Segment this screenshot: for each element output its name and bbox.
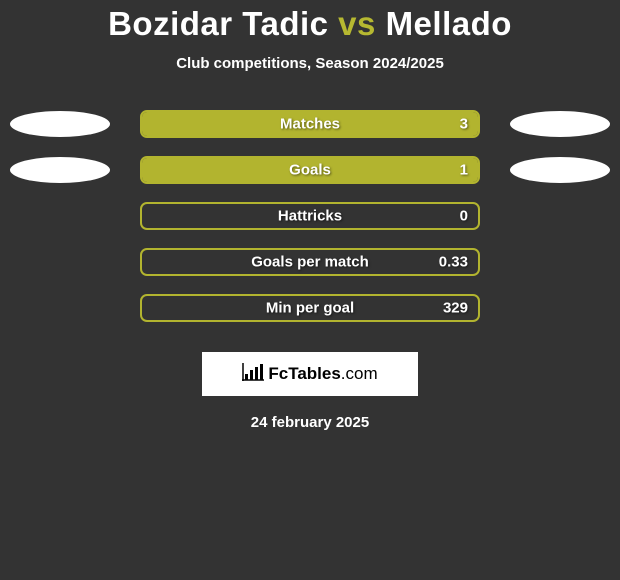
right-ellipse (510, 111, 610, 137)
stat-value: 0.33 (439, 254, 468, 271)
left-ellipse (10, 157, 110, 183)
right-ellipse (510, 157, 610, 183)
left-ellipse (10, 111, 110, 137)
stat-label: Hattricks (278, 208, 342, 225)
brand-part2: Tables (288, 364, 341, 383)
date-label: 24 february 2025 (0, 414, 620, 431)
stat-row: Goals per match 0.33 (0, 248, 620, 276)
subtitle: Club competitions, Season 2024/2025 (0, 55, 620, 72)
stat-value: 0 (460, 208, 468, 225)
title-player1: Bozidar Tadic (108, 5, 328, 42)
stat-row: Hattricks 0 (0, 202, 620, 230)
brand-box[interactable]: FcTables.com (202, 352, 418, 396)
stats-rows: Matches 3 Goals 1 Hattricks 0 Goals per match 0… (0, 110, 620, 322)
page-title: Bozidar Tadic vs Mellado (0, 5, 620, 43)
stat-label: Matches (280, 116, 340, 133)
title-vs: vs (338, 5, 376, 42)
bar-chart-icon (242, 363, 264, 386)
brand-part1: Fc (268, 364, 288, 383)
title-player2: Mellado (386, 5, 512, 42)
infographic-container: Bozidar Tadic vs Mellado Club competitio… (0, 0, 620, 431)
stat-label: Goals (289, 162, 331, 179)
stat-bar: Min per goal 329 (140, 294, 480, 322)
stat-row: Min per goal 329 (0, 294, 620, 322)
stat-value: 3 (460, 116, 468, 133)
stat-value: 329 (443, 300, 468, 317)
stat-bar: Goals 1 (140, 156, 480, 184)
brand-suffix: .com (341, 364, 378, 383)
stat-value: 1 (460, 162, 468, 179)
stat-label: Min per goal (266, 300, 354, 317)
stat-bar: Goals per match 0.33 (140, 248, 480, 276)
brand-text: FcTables.com (242, 363, 377, 386)
stat-bar: Matches 3 (140, 110, 480, 138)
stat-bar: Hattricks 0 (140, 202, 480, 230)
stat-row: Matches 3 (0, 110, 620, 138)
stat-row: Goals 1 (0, 156, 620, 184)
stat-label: Goals per match (251, 254, 369, 271)
